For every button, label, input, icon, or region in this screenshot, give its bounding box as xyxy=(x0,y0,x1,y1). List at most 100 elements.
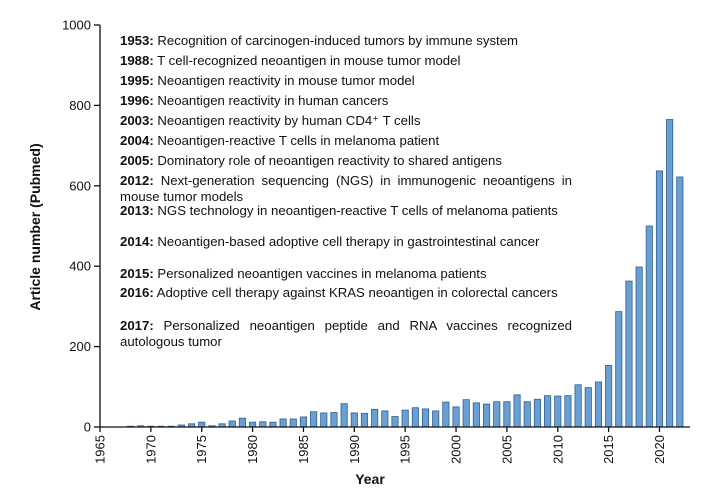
bar-2012 xyxy=(574,384,582,428)
milestone-year: 2013: xyxy=(120,203,154,218)
milestone-year: 1988: xyxy=(120,53,154,68)
bar-1990 xyxy=(350,412,358,428)
bar-2009 xyxy=(544,395,552,428)
milestone-item: 2015: Personalized neoantigen vaccines i… xyxy=(120,266,572,282)
bar-1999 xyxy=(442,401,450,428)
bar-2005 xyxy=(503,401,511,428)
bar-2014 xyxy=(594,381,603,428)
bar-1975 xyxy=(198,421,206,428)
x-tick-label: 2015 xyxy=(601,435,616,464)
milestone-text: Next-generation sequencing (NGS) in immu… xyxy=(120,173,573,204)
bar-2021 xyxy=(666,119,674,428)
bar-1985 xyxy=(299,416,308,428)
milestone-text: Dominatory role of neoantigen reactivity… xyxy=(157,153,502,168)
bar-2008 xyxy=(533,398,541,428)
x-tick-label: 2010 xyxy=(550,435,565,464)
x-tick-label: 1995 xyxy=(398,435,413,464)
y-tick-label: 0 xyxy=(84,420,91,435)
x-axis-title: Year xyxy=(355,471,385,487)
milestone-item: 1995: Neoantigen reactivity in mouse tum… xyxy=(120,73,572,89)
bar-2000 xyxy=(452,406,460,428)
milestone-text: Neoantigen reactivity by human CD4⁺ T ce… xyxy=(157,113,421,128)
milestone-text: NGS technology in neoantigen-reactive T … xyxy=(157,203,558,218)
bar-1996 xyxy=(411,407,419,428)
milestone-item: 1953: Recognition of carcinogen-induced … xyxy=(120,33,572,49)
bar-2006 xyxy=(513,394,521,428)
y-ticks-group: 0 200 400 600 800 1000 xyxy=(62,18,100,435)
milestone-item: 2017: Personalized neoantigen peptide an… xyxy=(120,318,572,350)
bar-1982 xyxy=(269,421,277,428)
milestone-item: 1988: T cell-recognized neoantigen in mo… xyxy=(120,53,572,69)
bar-1978 xyxy=(228,420,236,428)
bar-2002 xyxy=(472,402,480,428)
x-tick-label: 1975 xyxy=(194,435,209,464)
bar-2020 xyxy=(655,170,664,428)
x-tick-label: 2000 xyxy=(449,435,464,464)
milestone-text: Neoantigen-based adoptive cell therapy i… xyxy=(157,234,540,249)
bar-2004 xyxy=(493,401,501,428)
bar-2017 xyxy=(625,280,633,428)
milestone-text: Personalized neoantigen peptide and RNA … xyxy=(120,318,572,349)
bar-1995 xyxy=(401,409,409,428)
milestone-year: 1996: xyxy=(120,93,154,108)
bar-1992 xyxy=(371,408,379,428)
bar-2015 xyxy=(605,365,613,428)
milestone-year: 2005: xyxy=(120,153,154,168)
milestone-year: 2017: xyxy=(120,318,154,333)
milestone-item: 2014: Neoantigen-based adoptive cell the… xyxy=(120,234,572,250)
milestone-year: 2003: xyxy=(120,113,154,128)
bar-1984 xyxy=(289,418,297,428)
x-ticks-group: 1965 1970 1975 1980 1985 1990 1995 2000 2005 2010… xyxy=(93,427,667,464)
milestone-year: 2015: xyxy=(120,266,154,281)
x-tick-label: 2020 xyxy=(652,435,667,464)
milestone-item: 2004: Neoantigen-reactive T cells in mel… xyxy=(120,133,572,149)
x-tick-label: 1970 xyxy=(143,435,158,464)
bar-2010 xyxy=(554,395,562,428)
x-tick-label: 1965 xyxy=(93,435,108,464)
bar-1993 xyxy=(381,410,389,428)
bar-2019 xyxy=(645,225,653,428)
bar-1983 xyxy=(279,418,287,428)
milestone-item: 1996: Neoantigen reactivity in human can… xyxy=(120,93,572,109)
y-tick-label: 600 xyxy=(69,178,91,193)
bar-1980 xyxy=(249,421,257,428)
bar-2016 xyxy=(615,311,623,428)
bar-1997 xyxy=(421,408,430,428)
bar-1998 xyxy=(432,410,440,428)
bar-2018 xyxy=(635,266,643,428)
bar-2007 xyxy=(523,401,531,428)
x-tick-label: 2005 xyxy=(499,435,514,464)
milestone-text: T cell-recognized neoantigen in mouse tu… xyxy=(157,53,461,68)
milestone-text: Adoptive cell therapy against KRAS neoan… xyxy=(156,285,558,300)
bar-2013 xyxy=(584,387,592,428)
bar-1989 xyxy=(340,403,348,428)
milestone-text: Neoantigen reactivity in mouse tumor mod… xyxy=(157,73,415,88)
bar-1994 xyxy=(391,416,399,428)
milestone-item: 2003: Neoantigen reactivity by human CD4… xyxy=(120,113,572,129)
x-tick-label: 1990 xyxy=(347,435,362,464)
bar-1986 xyxy=(310,411,318,428)
y-tick-label: 1000 xyxy=(62,18,91,33)
milestone-year: 1995: xyxy=(120,73,154,88)
bars-group xyxy=(126,119,684,428)
milestone-year: 2016: xyxy=(120,285,154,300)
milestone-text: Neoantigen-reactive T cells in melanoma … xyxy=(157,133,440,148)
milestone-year: 2004: xyxy=(120,133,154,148)
bar-2003 xyxy=(482,403,491,428)
milestone-text: Recognition of carcinogen-induced tumors… xyxy=(157,33,519,48)
milestone-item: 2016: Adoptive cell therapy against KRAS… xyxy=(120,285,572,301)
bar-1988 xyxy=(330,412,338,428)
bar-2001 xyxy=(462,399,470,428)
x-tick-label: 1985 xyxy=(296,435,311,464)
bar-1981 xyxy=(259,421,267,428)
milestone-item: 2013: NGS technology in neoantigen-react… xyxy=(120,203,572,219)
milestone-year: 2014: xyxy=(120,234,154,249)
bar-2022 xyxy=(676,176,684,428)
bar-1987 xyxy=(320,412,328,428)
x-tick-label: 1980 xyxy=(245,435,260,464)
y-tick-label: 400 xyxy=(69,259,91,274)
y-tick-label: 200 xyxy=(69,339,91,354)
bar-1991 xyxy=(360,412,369,428)
bar-2011 xyxy=(564,395,572,428)
